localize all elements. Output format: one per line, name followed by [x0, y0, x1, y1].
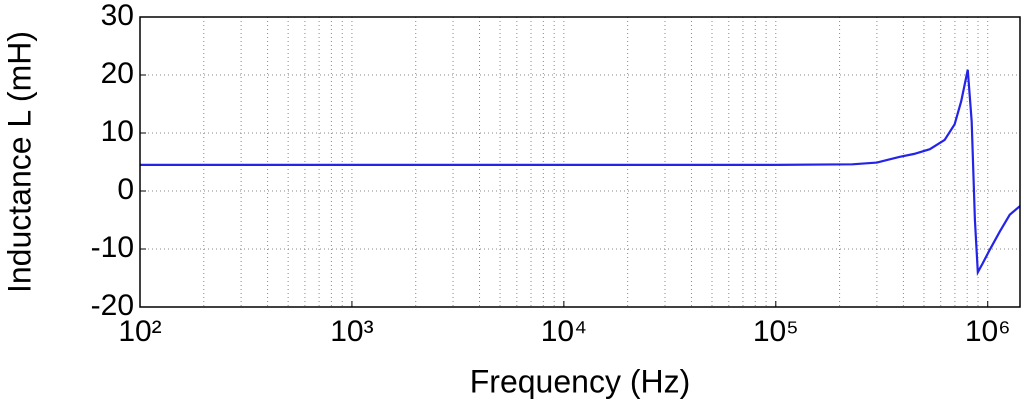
- plot-frame: [139, 16, 1021, 308]
- x-tick-label: 10³: [330, 315, 373, 348]
- y-tick-label: 30: [101, 0, 134, 32]
- x-axis-label: Frequency (Hz): [470, 363, 691, 399]
- x-tick-label: 10⁵: [753, 315, 799, 348]
- y-tick-label: -10: [91, 231, 134, 264]
- x-tick-label: 10⁴: [541, 315, 587, 348]
- y-tick-label: 10: [101, 115, 134, 148]
- y-axis-label: Inductance L (mH): [1, 31, 37, 293]
- y-tick-label: 0: [117, 173, 134, 206]
- y-tick-label: 20: [101, 57, 134, 90]
- x-tick-label: 10⁶: [965, 315, 1011, 348]
- x-tick-label: 10²: [118, 315, 161, 348]
- y-tick-label: -20: [91, 289, 134, 322]
- data-line: [140, 69, 1021, 277]
